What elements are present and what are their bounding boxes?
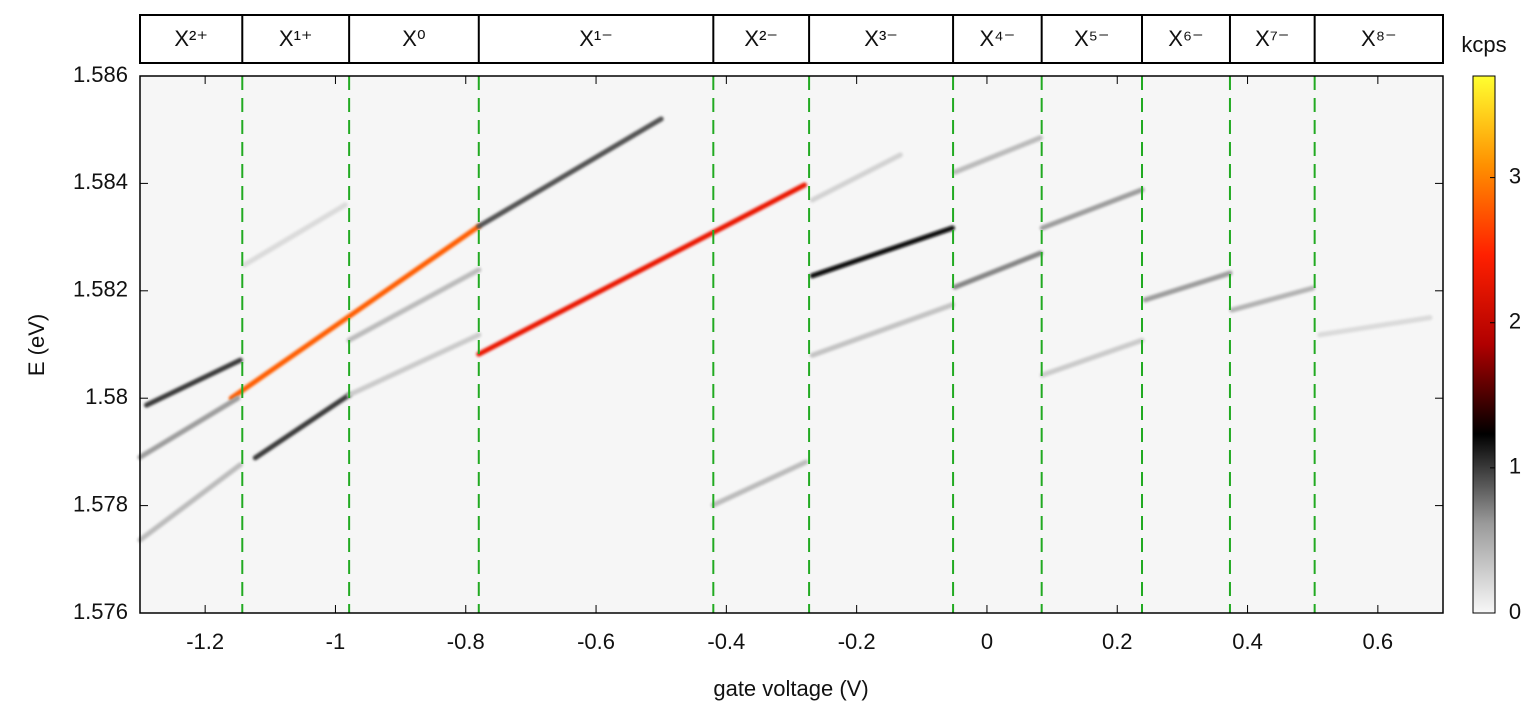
x-tick-label: 0.4 <box>1232 629 1263 654</box>
x-tick-label: -1.2 <box>186 629 224 654</box>
y-tick-label: 1.586 <box>73 62 128 87</box>
region-label: X⁷⁻ <box>1255 26 1289 51</box>
emission-line <box>252 392 352 461</box>
emission-line <box>1317 315 1433 338</box>
colorbar-tick-label: 0 <box>1509 599 1521 624</box>
x-tick-label: -1 <box>326 629 346 654</box>
y-tick-label: 1.576 <box>73 599 128 624</box>
emission-line <box>952 250 1043 290</box>
emission-line <box>241 202 348 268</box>
x-tick-label: -0.8 <box>447 629 485 654</box>
emission-line <box>137 462 243 543</box>
x-axis-label: gate voltage (V) <box>713 676 868 701</box>
emission-line <box>952 135 1043 175</box>
colorbar-tick-label: 2 <box>1509 309 1521 334</box>
region-label: X¹⁻ <box>579 26 613 51</box>
region-label: X²⁺ <box>174 26 208 51</box>
emission-line <box>346 267 482 343</box>
emission-line <box>476 116 664 229</box>
x-tick-label: 0.2 <box>1102 629 1133 654</box>
emission-line <box>1039 187 1145 231</box>
y-axis-label: E (eV) <box>24 314 49 376</box>
x-tick-label: 0.6 <box>1363 629 1394 654</box>
y-tick-label: 1.58 <box>85 384 128 409</box>
colorbar-tick-label: 1 <box>1509 454 1521 479</box>
region-label: X⁶⁻ <box>1168 26 1203 51</box>
emission-line <box>809 225 955 279</box>
emission-line <box>228 223 482 401</box>
region-bar <box>139 14 1444 64</box>
y-tick-label: 1.584 <box>73 169 128 194</box>
colorbar-tick-label: 3 <box>1509 163 1521 188</box>
x-tick-label: -0.2 <box>838 629 876 654</box>
emission-line <box>1142 270 1233 303</box>
y-tick-label: 1.578 <box>73 491 128 516</box>
emission-line <box>710 459 809 508</box>
region-label: X²⁻ <box>744 26 778 51</box>
plot-frame <box>139 75 1444 614</box>
colorbar <box>1472 75 1496 614</box>
region-label: X³⁻ <box>864 26 898 51</box>
emission-line <box>1229 285 1316 313</box>
region-label: X⁵⁻ <box>1074 26 1109 51</box>
emission-line <box>1039 337 1145 378</box>
plot-background <box>140 76 1443 613</box>
emission-line <box>476 182 808 357</box>
region-label: X⁰ <box>402 26 426 51</box>
x-tick-label: -0.4 <box>707 629 745 654</box>
emission-line <box>137 395 241 460</box>
region-label: X⁸⁻ <box>1361 26 1397 51</box>
x-tick-label: -0.6 <box>577 629 615 654</box>
emission-line <box>809 302 955 358</box>
x-tick-label: 0 <box>981 629 993 654</box>
y-tick-label: 1.582 <box>73 277 128 302</box>
emission-line <box>809 152 903 203</box>
colorbar-label: kcps <box>1461 32 1506 57</box>
emission-line <box>346 332 482 398</box>
emission-line <box>144 357 243 408</box>
region-label: X¹⁺ <box>279 26 313 51</box>
region-label: X⁴⁻ <box>979 26 1015 51</box>
